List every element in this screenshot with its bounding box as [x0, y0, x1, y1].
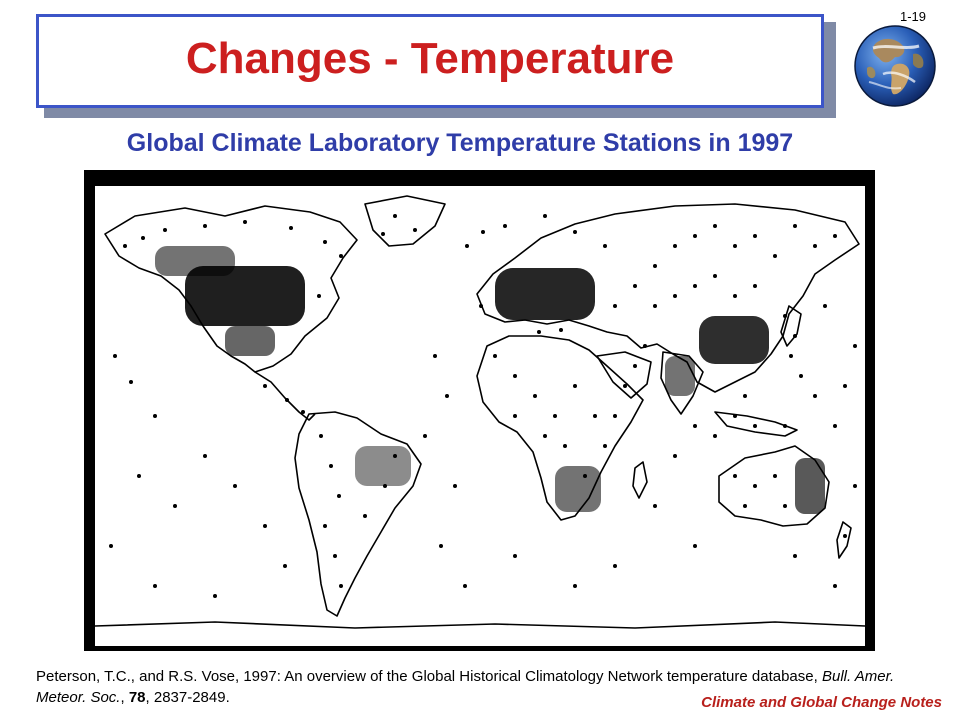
continent-central-america	[254, 371, 316, 421]
footer-notes: Climate and Global Change Notes	[701, 694, 942, 711]
map-title: Global Climate Laboratory Temperature St…	[126, 129, 794, 157]
slide-number: 1-19	[900, 9, 927, 24]
citation-pages: , 2837-2849.	[145, 689, 230, 706]
continent-japan	[780, 305, 802, 347]
citation-sep: ,	[120, 689, 129, 706]
continent-australia	[718, 445, 830, 527]
continent-madagascar	[632, 461, 648, 499]
continent-eurasia	[476, 203, 860, 393]
page-title: Changes - Temperature	[185, 34, 675, 83]
station-scatter	[109, 214, 857, 598]
citation: Peterson, T.C., and R.S. Vose, 1997: An …	[36, 666, 916, 708]
continent-antarctica	[95, 621, 865, 629]
citation-authors: Peterson, T.C., and R.S. Vose, 1997: An …	[36, 668, 822, 685]
world-map	[95, 195, 865, 629]
citation-volume: 78	[128, 689, 146, 706]
continent-arabia	[596, 351, 652, 399]
continent-indonesia	[714, 411, 798, 437]
title-box: Changes - Temperature	[36, 14, 824, 108]
station-map	[95, 186, 865, 646]
continent-south-america	[294, 411, 422, 617]
continent-greenland	[364, 195, 446, 247]
station-dots	[155, 246, 825, 514]
continent-north-america	[104, 205, 358, 373]
citation-journal: Bull. Amer. Meteor. Soc.	[36, 668, 895, 706]
continent-new-zealand	[836, 521, 852, 559]
earth-globe-icon	[854, 25, 936, 107]
